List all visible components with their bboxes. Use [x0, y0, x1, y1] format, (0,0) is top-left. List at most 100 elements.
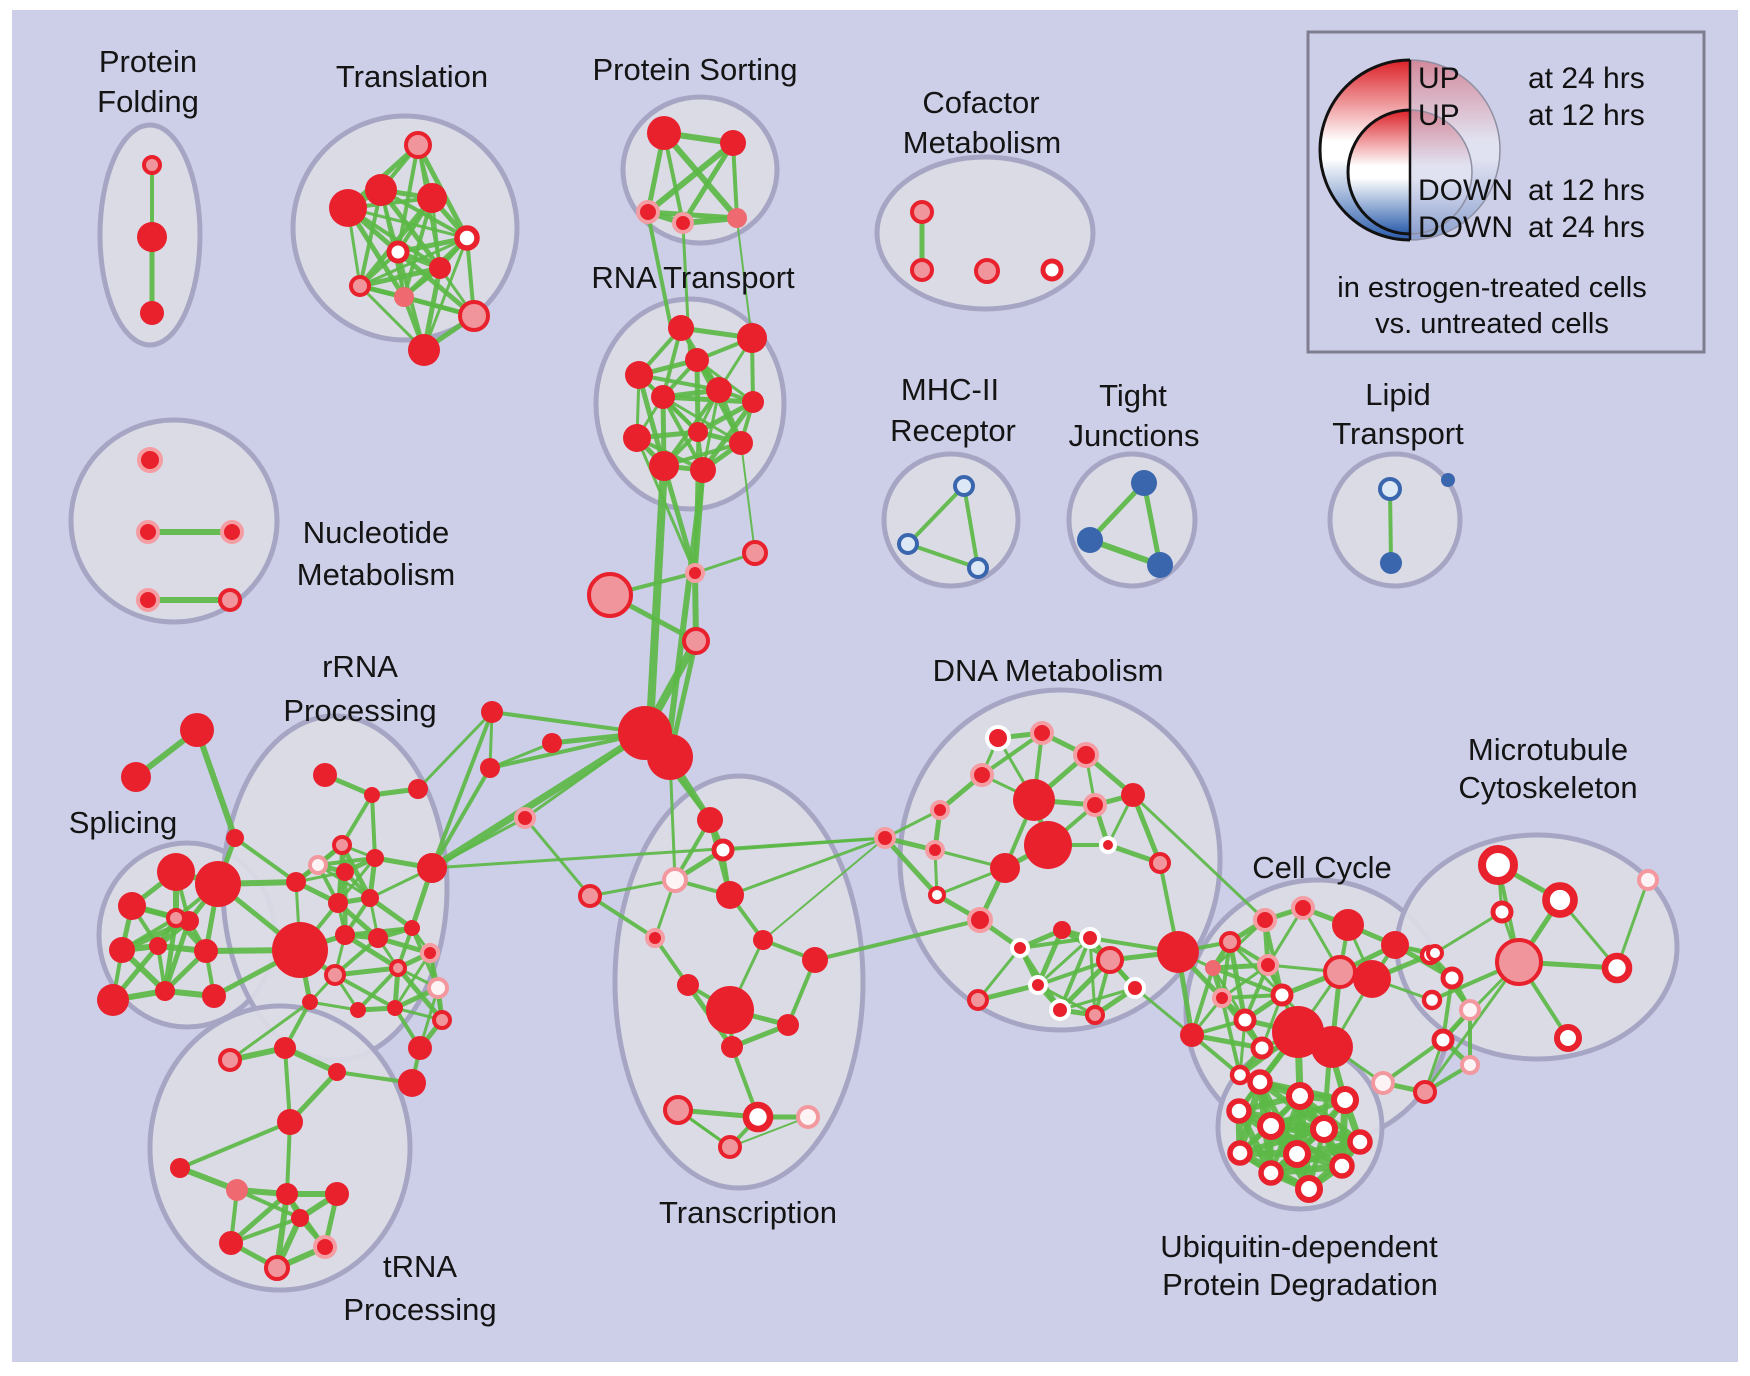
- network-node: [328, 893, 348, 913]
- network-node: [1413, 1080, 1437, 1104]
- network-edge: [661, 463, 698, 576]
- cluster-label-protein-folding: Folding: [97, 84, 199, 119]
- network-edge: [762, 837, 886, 941]
- network-node: [219, 1231, 243, 1255]
- cluster-label-lipid-transport: Lipid: [1365, 377, 1431, 412]
- cluster-label-nucleotide-metabolism: Nucleotide: [303, 515, 449, 550]
- network-node: [697, 807, 723, 833]
- network-node: [668, 315, 694, 341]
- network-edge: [229, 1216, 302, 1245]
- network-edge: [194, 727, 238, 841]
- legend-direction-label: DOWN: [1418, 174, 1513, 207]
- network-node: [420, 943, 440, 963]
- network-node: [408, 1036, 432, 1060]
- network-edge: [1615, 878, 1650, 970]
- legend-outer-left-arc: [1318, 58, 1411, 242]
- cluster-label-rrna-processing: rRNA: [322, 649, 398, 684]
- cluster-ellipse-mhc-ii-receptor: [881, 451, 1021, 589]
- network-node: [645, 928, 665, 948]
- network-node: [1250, 1036, 1274, 1060]
- network-node: [1330, 1085, 1360, 1115]
- cluster-label-tight-junctions: Tight: [1099, 378, 1167, 413]
- network-node: [874, 827, 896, 849]
- network-node: [335, 925, 355, 945]
- nodes-layer: [97, 116, 1659, 1281]
- network-edge: [882, 835, 940, 898]
- legend-time-label: at 12 hrs: [1528, 99, 1645, 132]
- network-node: [685, 348, 709, 372]
- network-edge: [661, 130, 740, 221]
- network-node: [1637, 869, 1659, 891]
- cluster-ellipse-nucleotide-metabolism: [68, 417, 280, 625]
- network-edge: [681, 223, 692, 364]
- network-node: [690, 457, 716, 483]
- cluster-label-protein-sorting: Protein Sorting: [592, 52, 797, 87]
- network-edge: [976, 946, 1022, 1002]
- cluster-label-trna-processing: Processing: [343, 1292, 496, 1327]
- network-node: [753, 930, 773, 950]
- network-node: [136, 588, 160, 612]
- network-node: [967, 557, 989, 579]
- network-node: [796, 1105, 820, 1129]
- network-node: [925, 840, 945, 860]
- network-node: [329, 189, 367, 227]
- cluster-label-mhc-ii-receptor: Receptor: [890, 413, 1016, 448]
- network-node: [1294, 1174, 1324, 1204]
- network-edge: [1433, 910, 1504, 955]
- network-node: [324, 964, 346, 986]
- network-edge: [523, 816, 592, 898]
- network-node: [985, 725, 1011, 751]
- network-node: [325, 1182, 349, 1206]
- network-node: [1441, 473, 1455, 487]
- network-node: [1157, 931, 1199, 973]
- network-node: [967, 907, 993, 933]
- network-edge: [728, 836, 887, 897]
- network-node: [1426, 944, 1444, 962]
- network-edge: [736, 219, 753, 341]
- network-node: [647, 116, 681, 150]
- legend-direction-label: DOWN: [1418, 211, 1513, 244]
- network-node: [1257, 954, 1279, 976]
- network-node: [480, 758, 500, 778]
- network-node: [651, 385, 675, 409]
- network-node: [136, 520, 160, 544]
- network-edge: [1058, 986, 1137, 1012]
- network-edge: [729, 1116, 809, 1148]
- network-node: [1270, 983, 1294, 1007]
- network-edge: [1228, 940, 1284, 997]
- network-edge: [692, 467, 706, 576]
- network-node: [1180, 1023, 1204, 1047]
- network-node: [408, 334, 440, 366]
- network-node: [166, 908, 186, 928]
- cluster-label-rna-transport: RNA Transport: [591, 260, 795, 295]
- network-node: [970, 763, 994, 787]
- network-edge: [1237, 1126, 1327, 1156]
- network-node: [716, 881, 744, 909]
- network-node: [1421, 989, 1443, 1011]
- network-edge: [680, 140, 736, 226]
- network-node: [1495, 938, 1543, 986]
- network-node: [1353, 960, 1391, 998]
- network-node: [662, 867, 688, 893]
- network-node: [349, 275, 371, 297]
- cluster-label-ubiquitin-degradation: Protein Degradation: [1162, 1267, 1438, 1302]
- network-node: [1049, 999, 1071, 1021]
- network-node: [226, 1179, 248, 1201]
- network-edge: [646, 462, 668, 730]
- network-node: [481, 701, 503, 723]
- legend-direction-label: UP: [1418, 99, 1460, 132]
- cluster-label-tight-junctions: Junctions: [1069, 418, 1200, 453]
- network-node: [398, 1069, 426, 1097]
- network-node: [220, 520, 244, 544]
- network-node: [1073, 742, 1099, 768]
- network-node: [1309, 1114, 1339, 1144]
- network-node: [720, 130, 746, 156]
- network-node: [394, 287, 414, 307]
- network-node: [1285, 1081, 1315, 1111]
- network-edge: [162, 915, 179, 994]
- network-node: [1212, 988, 1232, 1008]
- cluster-label-microtubule-cytoskeleton: Cytoskeleton: [1458, 770, 1637, 805]
- network-node: [1542, 882, 1578, 918]
- network-node: [1013, 779, 1055, 821]
